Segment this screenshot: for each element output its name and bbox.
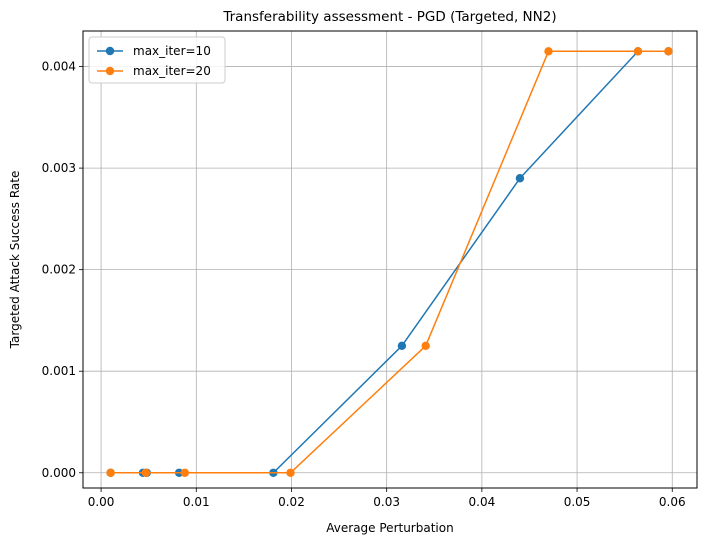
series-1 (106, 47, 673, 477)
legend-marker (105, 66, 115, 76)
legend-marker (105, 46, 115, 56)
series-line (110, 50, 669, 474)
plot-frame (82, 30, 698, 489)
legend-label: max_iter=10 (133, 44, 211, 58)
chart-title: Transferability assessment - PGD (Target… (222, 9, 556, 25)
legend: max_iter=10 max_iter=20 (88, 36, 226, 84)
x-tick-label: 0.02 (278, 495, 305, 509)
y-tick-label: 0.002 (42, 263, 76, 277)
legend-item: max_iter=10 (97, 44, 211, 58)
data-point (515, 174, 525, 183)
axis-ticks: 0.00 0.01 0.02 0.03 0.04 0.05 0.06 0.000 0.001 0.… (42, 60, 686, 509)
legend-item: max_iter=20 (97, 64, 211, 78)
x-tick-label: 0.03 (373, 495, 400, 509)
data-point (106, 468, 115, 477)
x-tick-label: 0.04 (469, 495, 496, 509)
x-tick-label: 0.05 (564, 495, 591, 509)
data-point (141, 468, 151, 477)
data-point (397, 341, 407, 351)
x-tick-label: 0.06 (659, 495, 686, 509)
data-point (544, 47, 553, 56)
y-tick-label: 0.001 (42, 364, 76, 378)
y-tick-label: 0.004 (42, 60, 76, 74)
x-tick-label: 0.00 (88, 495, 115, 509)
data-point (180, 468, 190, 477)
data-point (664, 47, 673, 56)
data-point (286, 468, 295, 477)
y-axis-label: Targeted Attack Success Rate (8, 171, 22, 350)
y-tick-label: 0.003 (42, 161, 76, 175)
x-axis-label: Average Perturbation (326, 521, 453, 535)
plot-series (106, 47, 673, 477)
x-tick-label: 0.01 (183, 495, 210, 509)
data-point (633, 47, 643, 56)
legend-label: max_iter=20 (133, 64, 211, 78)
y-tick-label: 0.000 (42, 466, 76, 480)
data-point (421, 341, 430, 351)
